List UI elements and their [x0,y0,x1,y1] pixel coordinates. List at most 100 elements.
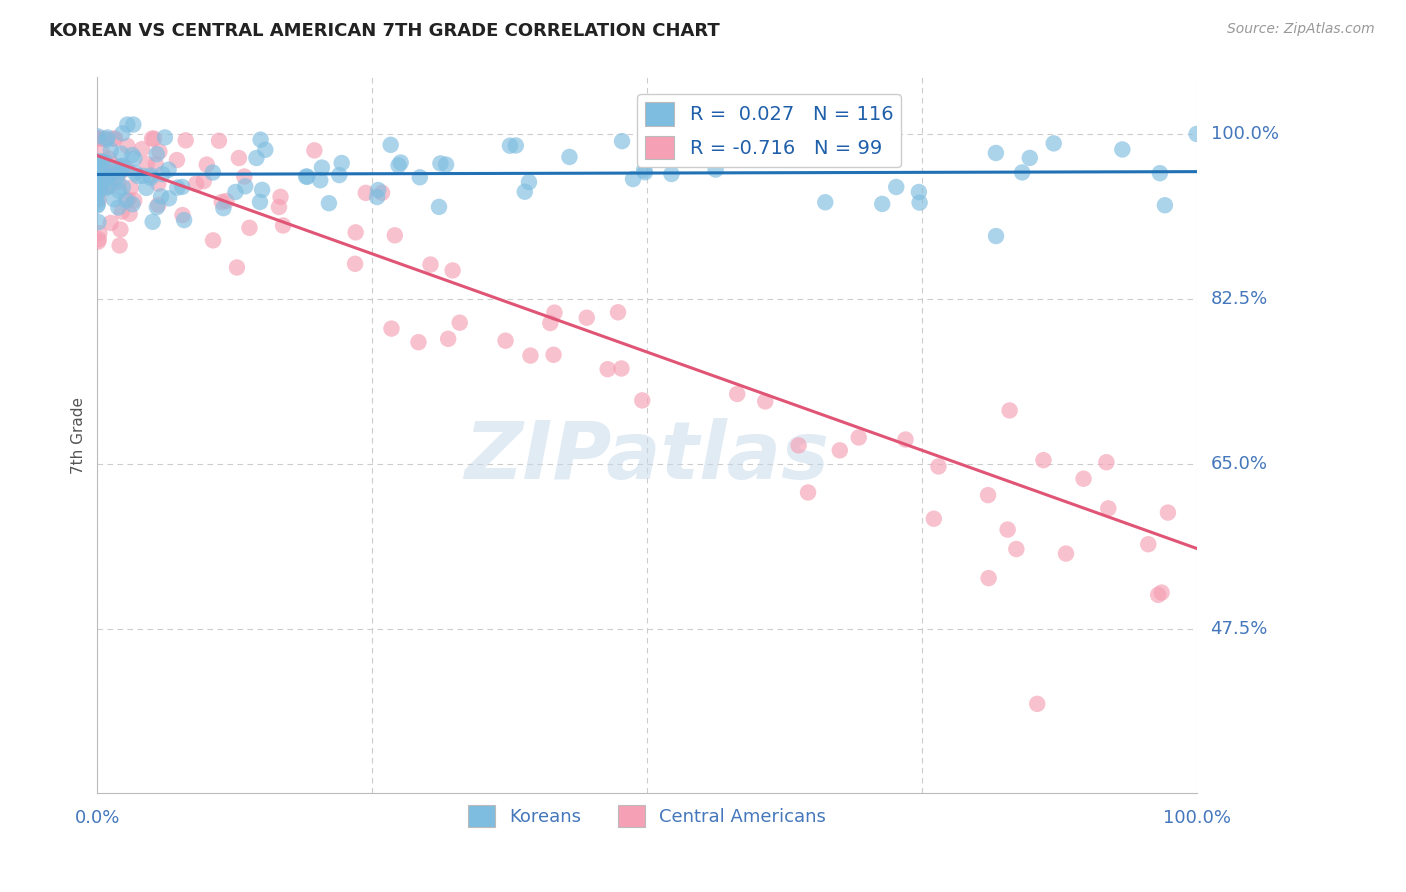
Point [173,213,195,227]
Point [117,139,139,153]
Point [142,215,165,229]
Point [245,151,267,165]
Point [148,145,170,159]
Point [152,167,174,181]
Point [233,169,256,184]
Point [517,175,540,189]
Point [143,131,166,145]
Point [328,168,350,182]
Point [87,129,110,144]
Point [797,485,820,500]
Point [295,169,318,184]
Point [87,232,110,246]
Point [371,186,394,200]
Point [139,170,162,185]
Point [103,192,125,206]
Point [87,215,110,229]
Point [115,161,138,176]
Point [86,173,108,187]
Text: Source: ZipAtlas.com: Source: ZipAtlas.com [1227,22,1375,37]
Point [87,131,110,145]
Point [211,194,233,209]
Point [110,159,132,173]
Point [117,193,139,207]
Point [311,161,333,175]
Point [894,433,917,447]
Point [495,334,517,348]
Text: 65.0%: 65.0% [1211,455,1268,473]
Point [141,131,163,145]
Point [96,133,118,147]
Point [519,349,541,363]
Point [543,306,565,320]
Point [127,169,149,183]
Point [249,133,271,147]
Point [100,166,122,180]
Point [108,184,131,198]
Point [704,162,727,177]
Point [87,162,110,177]
Text: 47.5%: 47.5% [1211,620,1268,638]
Point [212,201,235,215]
Point [427,200,450,214]
Point [110,146,132,161]
Point [1150,585,1173,599]
Point [725,387,748,401]
Point [86,165,108,179]
Point [97,130,120,145]
Point [249,194,271,209]
Point [1005,541,1028,556]
Point [226,260,249,275]
Point [157,191,180,205]
Point [1042,136,1064,151]
Point [111,162,134,177]
Point [318,196,340,211]
Text: 82.5%: 82.5% [1211,290,1268,308]
Point [270,190,292,204]
Point [908,185,931,199]
Point [634,165,657,179]
Point [1154,198,1177,212]
Point [121,148,143,162]
Point [91,181,114,195]
Point [366,190,388,204]
Point [1032,453,1054,467]
Point [449,316,471,330]
Point [98,169,121,184]
Point [166,180,188,194]
Point [103,158,125,172]
Point [254,143,277,157]
Point [304,144,326,158]
Point [86,198,108,212]
Point [139,169,162,183]
Point [238,220,260,235]
Point [380,137,402,152]
Point [984,145,1007,160]
Point [117,118,139,132]
Point [89,168,111,182]
Point [499,138,522,153]
Point [437,332,460,346]
Point [330,156,353,170]
Point [1157,506,1180,520]
Point [267,200,290,214]
Point [135,157,157,171]
Point [124,166,146,180]
Point [86,186,108,201]
Point [108,238,131,252]
Point [98,152,121,166]
Point [96,181,118,195]
Point [419,258,441,272]
Point [884,180,907,194]
Point [998,403,1021,417]
Point [367,183,389,197]
Point [505,138,527,153]
Point [93,172,115,186]
Point [93,131,115,145]
Point [215,194,238,208]
Point [110,222,132,236]
Point [91,155,114,169]
Point [309,173,332,187]
Point [145,147,167,161]
Point [118,207,141,221]
